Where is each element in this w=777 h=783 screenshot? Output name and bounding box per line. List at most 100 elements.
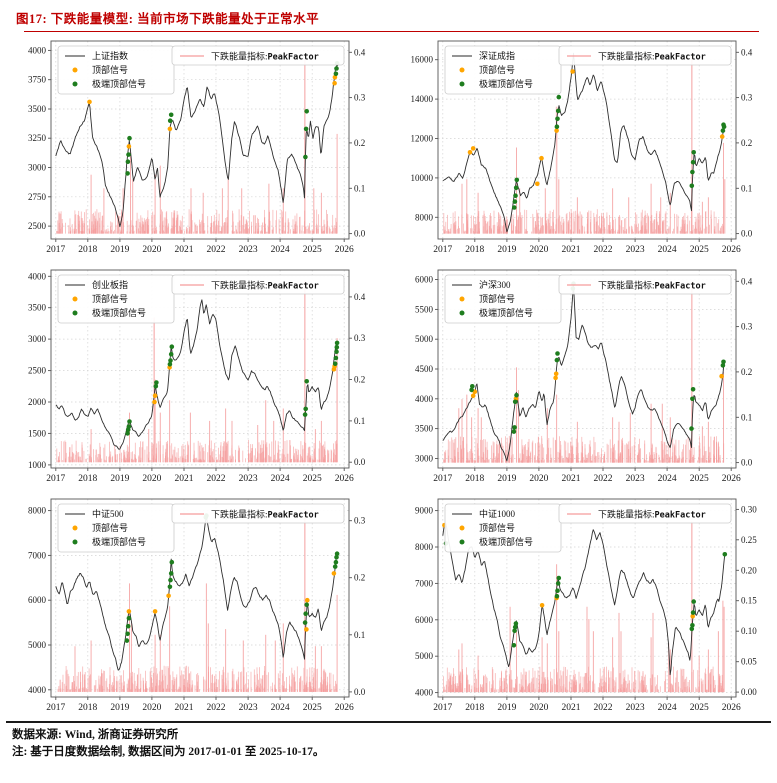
chart-svg: 3000 3500 4000 4500 5000 5500 6000 0.0 0.1 0.2 0.3…	[415, 269, 753, 484]
svg-text:4000: 4000	[415, 688, 434, 698]
svg-text:极端顶部信号: 极端顶部信号	[479, 536, 533, 547]
svg-text:2021: 2021	[562, 245, 581, 255]
svg-text:2019: 2019	[110, 474, 129, 484]
svg-text:5500: 5500	[415, 304, 434, 314]
svg-text:2026: 2026	[335, 474, 354, 484]
svg-text:2026: 2026	[722, 703, 741, 713]
svg-text:8000: 8000	[415, 542, 434, 552]
svg-text:0.4: 0.4	[741, 47, 753, 57]
svg-text:2022: 2022	[594, 474, 613, 484]
svg-text:0.0: 0.0	[741, 229, 753, 239]
svg-text:顶部信号: 顶部信号	[479, 293, 515, 304]
svg-text:2020: 2020	[142, 245, 161, 255]
svg-text:0.2: 0.2	[354, 138, 365, 148]
svg-text:2023: 2023	[239, 474, 258, 484]
svg-text:2019: 2019	[110, 703, 129, 713]
chart-svg: 4000 5000 6000 7000 8000 0.0 0.1 0.2 0.3 2017 2018…	[28, 498, 366, 713]
svg-text:0.10: 0.10	[741, 626, 757, 636]
svg-text:2750: 2750	[28, 192, 47, 202]
svg-text:0.4: 0.4	[741, 276, 753, 286]
svg-text:极端顶部信号: 极端顶部信号	[92, 78, 146, 89]
svg-text:创业板指: 创业板指	[92, 279, 128, 290]
svg-text:0.00: 0.00	[741, 687, 757, 697]
svg-text:2025: 2025	[690, 474, 709, 484]
svg-text:2025: 2025	[303, 245, 322, 255]
svg-text:2024: 2024	[658, 245, 677, 255]
chart-svg: 1000 1500 2000 2500 3000 3500 4000 0.0 0.1 0.2 0.3…	[28, 269, 366, 484]
svg-text:沪深300: 沪深300	[479, 279, 511, 290]
svg-text:9000: 9000	[415, 506, 434, 516]
svg-text:下跌能量指标:PeakFactor: 下跌能量指标:PeakFactor	[211, 51, 319, 63]
chart-csi1000: 4000 5000 6000 7000 8000 9000 0.00 0.05 0.10 0.15…	[392, 494, 772, 717]
svg-text:2017: 2017	[46, 703, 65, 713]
svg-text:10000: 10000	[411, 173, 434, 183]
svg-text:0.0: 0.0	[741, 458, 753, 468]
svg-text:极端顶部信号: 极端顶部信号	[479, 307, 533, 318]
figure-footer: 数据来源: Wind, 浙商证券研究所 注: 基于日度数据绘制, 数据区间为 2…	[6, 721, 771, 762]
svg-text:4000: 4000	[28, 271, 47, 281]
svg-text:2023: 2023	[626, 474, 645, 484]
svg-text:极端顶部信号: 极端顶部信号	[92, 536, 146, 547]
chart-shenzhen-component: 8000 10000 12000 14000 16000 0.0 0.1 0.2 0.3 0.4 2…	[392, 36, 772, 259]
svg-text:3500: 3500	[28, 303, 47, 313]
svg-text:0.30: 0.30	[741, 504, 757, 514]
svg-text:2024: 2024	[271, 245, 290, 255]
svg-text:0.1: 0.1	[354, 416, 365, 426]
svg-text:1000: 1000	[28, 460, 47, 470]
svg-text:8000: 8000	[28, 506, 47, 516]
svg-text:0.1: 0.1	[354, 183, 365, 193]
svg-text:2026: 2026	[335, 245, 354, 255]
svg-text:2025: 2025	[690, 703, 709, 713]
svg-text:2017: 2017	[433, 474, 452, 484]
svg-text:2024: 2024	[271, 474, 290, 484]
svg-text:顶部信号: 顶部信号	[479, 522, 515, 533]
svg-text:6000: 6000	[415, 615, 434, 625]
svg-text:8000: 8000	[415, 212, 434, 222]
data-source-note: 数据来源: Wind, 浙商证券研究所	[12, 729, 179, 741]
svg-text:3000: 3000	[415, 454, 434, 464]
svg-text:2018: 2018	[78, 703, 97, 713]
svg-text:2022: 2022	[594, 703, 613, 713]
svg-text:0.4: 0.4	[354, 47, 366, 57]
svg-text:2020: 2020	[529, 245, 548, 255]
svg-text:14000: 14000	[411, 94, 434, 104]
svg-text:0.3: 0.3	[741, 322, 753, 332]
svg-text:下跌能量指标:PeakFactor: 下跌能量指标:PeakFactor	[598, 51, 706, 63]
svg-text:0.15: 0.15	[741, 596, 757, 606]
svg-text:2024: 2024	[658, 703, 677, 713]
svg-text:2023: 2023	[626, 703, 645, 713]
svg-text:2017: 2017	[433, 245, 452, 255]
title-underline-rule	[24, 31, 759, 32]
svg-text:4000: 4000	[28, 45, 47, 55]
figure-title: 图17: 下跌能量模型: 当前市场下跌能量处于正常水平	[16, 12, 320, 26]
svg-text:顶部信号: 顶部信号	[92, 522, 128, 533]
svg-text:2018: 2018	[465, 245, 484, 255]
figure-header: 图17: 下跌能量模型: 当前市场下跌能量处于正常水平	[0, 0, 777, 32]
svg-text:0.3: 0.3	[354, 93, 366, 103]
svg-text:0.1: 0.1	[354, 630, 365, 640]
chart-grid: 2500 2750 3000 3250 3500 3750 4000 0.0 0.1 0.2 0.3…	[0, 34, 777, 717]
svg-text:2026: 2026	[722, 474, 741, 484]
svg-text:2025: 2025	[303, 703, 322, 713]
svg-text:2018: 2018	[78, 474, 97, 484]
svg-text:2017: 2017	[433, 703, 452, 713]
svg-text:2022: 2022	[207, 703, 226, 713]
svg-text:2024: 2024	[271, 703, 290, 713]
svg-text:0.0: 0.0	[354, 457, 366, 467]
svg-text:2021: 2021	[175, 245, 194, 255]
svg-text:2021: 2021	[562, 474, 581, 484]
svg-text:4500: 4500	[415, 364, 434, 374]
svg-text:5000: 5000	[28, 640, 47, 650]
svg-text:5000: 5000	[415, 651, 434, 661]
svg-text:0.20: 0.20	[741, 565, 757, 575]
svg-text:2022: 2022	[594, 245, 613, 255]
svg-text:3500: 3500	[28, 104, 47, 114]
svg-text:0.2: 0.2	[741, 367, 752, 377]
svg-text:2025: 2025	[303, 474, 322, 484]
svg-text:2020: 2020	[529, 703, 548, 713]
svg-text:3000: 3000	[28, 334, 47, 344]
svg-text:2024: 2024	[658, 474, 677, 484]
svg-text:中证500: 中证500	[92, 508, 124, 519]
svg-text:3500: 3500	[415, 424, 434, 434]
